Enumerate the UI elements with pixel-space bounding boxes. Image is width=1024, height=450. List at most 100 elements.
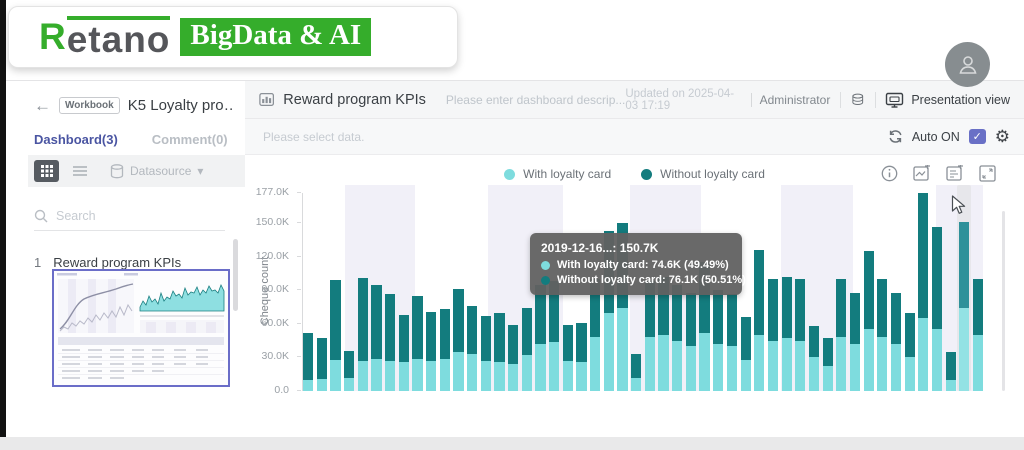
search-icon <box>34 209 48 223</box>
sidebar-scrollbar[interactable] <box>233 239 238 311</box>
bar[interactable] <box>303 193 314 391</box>
refresh-icon[interactable] <box>888 129 903 144</box>
bar[interactable] <box>398 193 409 391</box>
dashboard-item-index: 1 <box>34 255 42 270</box>
bar[interactable] <box>521 193 532 391</box>
bar[interactable] <box>330 193 341 391</box>
chart-scrollbar[interactable] <box>1002 211 1005 391</box>
bar[interactable] <box>357 193 368 391</box>
bar[interactable] <box>808 193 820 391</box>
bar[interactable] <box>453 193 464 391</box>
bar[interactable] <box>385 193 396 391</box>
presentation-icon <box>886 92 904 108</box>
bar[interactable] <box>590 193 601 391</box>
bar[interactable] <box>740 193 751 391</box>
bar[interactable] <box>754 193 765 391</box>
tooltip-dot-without <box>541 275 550 285</box>
bar[interactable] <box>822 193 833 391</box>
select-data-placeholder[interactable]: Please select data. <box>263 129 365 144</box>
person-icon <box>958 55 977 74</box>
export-report-icon[interactable] <box>946 165 964 182</box>
bottom-taskbar-strip <box>0 437 1024 450</box>
back-arrow-icon[interactable]: ← <box>34 96 51 115</box>
bar[interactable] <box>904 193 915 391</box>
bar[interactable] <box>781 193 792 391</box>
chart-legend: With loyalty card Without loyalty card <box>245 167 1024 181</box>
legend-label-without: Without loyalty card <box>660 167 765 181</box>
search-box[interactable] <box>34 209 225 231</box>
bars <box>303 185 984 391</box>
info-icon[interactable] <box>881 165 898 182</box>
y-axis: 177.0K 150.0K 120.0K 90.0K 60.0K 30.0K 0.0 <box>245 186 295 396</box>
tooltip-dot-with <box>541 260 550 270</box>
dashboard-list-item[interactable]: 1 Reward program KPIs <box>6 231 245 270</box>
tab-comment[interactable]: Comment(0) <box>151 132 228 147</box>
bar[interactable] <box>795 193 806 391</box>
bar[interactable] <box>576 193 587 391</box>
grid-view-button[interactable] <box>34 160 59 182</box>
updated-timestamp: Updated on 2025-04-03 17:19 <box>625 87 735 112</box>
datasource-label: Datasource <box>130 164 192 178</box>
auto-refresh-checkbox[interactable]: ✓ <box>968 129 986 144</box>
y-tick-label: 150.0K <box>255 216 289 229</box>
tab-dashboard[interactable]: Dashboard(3) <box>34 132 118 147</box>
bar[interactable] <box>467 193 478 391</box>
export-image-icon[interactable] <box>913 165 931 182</box>
bar[interactable] <box>562 193 573 391</box>
divider <box>874 91 876 108</box>
gear-icon[interactable]: ⚙ <box>994 127 1010 146</box>
bar[interactable] <box>631 193 642 391</box>
bar[interactable] <box>972 193 984 391</box>
bar[interactable] <box>494 193 505 391</box>
datasource-selector[interactable]: Datasource ▾ <box>110 163 204 179</box>
search-input[interactable] <box>56 209 196 223</box>
bar[interactable] <box>508 193 519 391</box>
main-area: Reward program KPIs Please enter dashboa… <box>245 81 1024 437</box>
bar[interactable] <box>863 193 874 391</box>
bar[interactable] <box>535 193 546 391</box>
bar[interactable] <box>412 193 423 391</box>
bar[interactable] <box>890 193 902 391</box>
bar[interactable] <box>371 193 382 391</box>
bar[interactable] <box>918 193 929 391</box>
bar[interactable] <box>931 193 943 391</box>
caret-down-icon: ▾ <box>197 164 204 178</box>
bar[interactable] <box>877 193 888 391</box>
bar[interactable] <box>480 193 491 391</box>
legend-item-without-card[interactable]: Without loyalty card <box>641 167 765 181</box>
database-icon <box>110 163 124 178</box>
datasource-copy-icon[interactable] <box>851 91 865 108</box>
fullscreen-icon[interactable] <box>979 165 996 182</box>
dashboard-thumbnail[interactable] <box>52 269 230 387</box>
bar[interactable] <box>767 193 779 391</box>
auto-refresh-label: Auto ON <box>911 129 960 144</box>
legend-item-with-card[interactable]: With loyalty card <box>504 167 611 181</box>
bar[interactable] <box>426 193 437 391</box>
bar[interactable] <box>699 193 710 391</box>
bar[interactable] <box>836 193 847 391</box>
bar[interactable] <box>849 193 861 391</box>
bar[interactable] <box>685 193 696 391</box>
bar-hovered[interactable] <box>957 185 972 391</box>
bar[interactable] <box>945 193 956 391</box>
bar[interactable] <box>316 193 327 391</box>
brand-badge: BigData & AI <box>180 18 372 56</box>
user-avatar[interactable] <box>945 42 990 87</box>
bar[interactable] <box>439 193 450 391</box>
chart-card: With loyalty card Without loyalty card C… <box>245 155 1024 437</box>
bar[interactable] <box>644 193 655 391</box>
sidebar: ← Workbook K5 Loyalty pro… Dashboard(3) … <box>6 81 245 437</box>
presentation-view-button[interactable]: Presentation view <box>885 92 1010 108</box>
dashboard-item-label: Reward program KPIs <box>53 255 182 270</box>
bar[interactable] <box>549 193 560 391</box>
list-view-button[interactable] <box>67 160 92 182</box>
y-tick-label: 120.0K <box>255 249 289 262</box>
bar[interactable] <box>658 193 669 391</box>
sidebar-toolband: Datasource ▾ <box>28 155 245 187</box>
dashboard-description-placeholder[interactable]: Please enter dashboard descrip... <box>445 92 626 107</box>
bar[interactable] <box>344 193 355 391</box>
bar[interactable] <box>726 193 737 391</box>
bar[interactable] <box>672 193 683 391</box>
bar[interactable] <box>713 193 724 391</box>
